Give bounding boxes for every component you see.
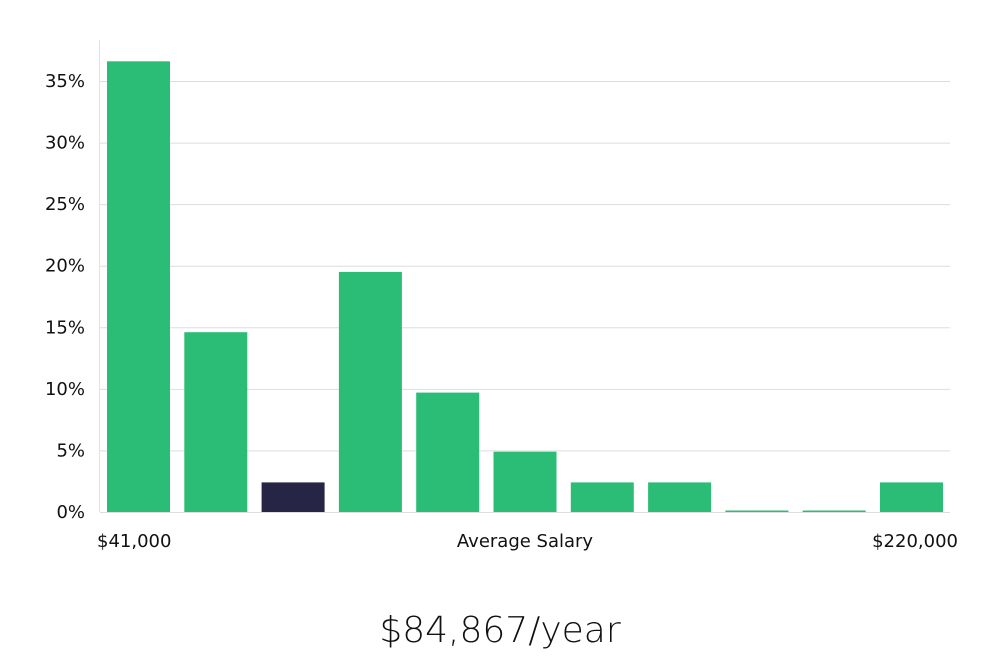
y-tick-label: 25% <box>45 194 85 215</box>
y-tick-label: 15% <box>45 317 85 338</box>
x-axis-title: Average Salary <box>457 531 594 552</box>
bars <box>107 61 943 513</box>
y-tick-label: 30% <box>45 133 85 154</box>
bar <box>880 482 943 512</box>
y-tick-label: 0% <box>56 502 85 523</box>
y-tick-label: 5% <box>56 440 85 461</box>
x-min-label: $41,000 <box>97 531 171 552</box>
bar <box>493 451 557 512</box>
bar <box>107 61 170 513</box>
y-tick-label: 35% <box>45 71 85 92</box>
bar <box>416 392 480 512</box>
bar <box>184 332 248 512</box>
bar-highlighted <box>261 482 325 512</box>
average-salary-value: $84,867/year <box>379 610 621 651</box>
y-tick-label: 20% <box>45 256 85 277</box>
bar <box>570 482 634 512</box>
chart-svg: 0% 5% 10% 15% 20% 25% 30% 35% $41,000 Average S… <box>45 40 958 552</box>
bar <box>338 271 402 512</box>
y-tick-label: 10% <box>45 379 85 400</box>
bar <box>802 510 866 512</box>
x-max-label: $220,000 <box>872 531 958 552</box>
y-tick-labels: 0% 5% 10% 15% 20% 25% 30% 35% <box>45 71 85 523</box>
bar <box>648 482 712 512</box>
bar <box>725 510 789 512</box>
